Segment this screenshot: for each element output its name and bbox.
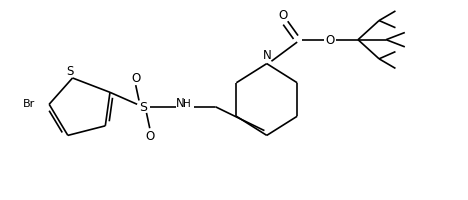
Text: N: N [176, 97, 184, 110]
Text: O: O [278, 9, 288, 22]
Text: O: O [131, 72, 140, 85]
Text: O: O [145, 129, 154, 142]
Text: N: N [263, 49, 271, 62]
Text: Br: Br [23, 98, 36, 108]
Text: H: H [183, 98, 191, 108]
Text: S: S [139, 101, 147, 114]
Text: O: O [325, 34, 335, 47]
Text: S: S [66, 65, 74, 78]
